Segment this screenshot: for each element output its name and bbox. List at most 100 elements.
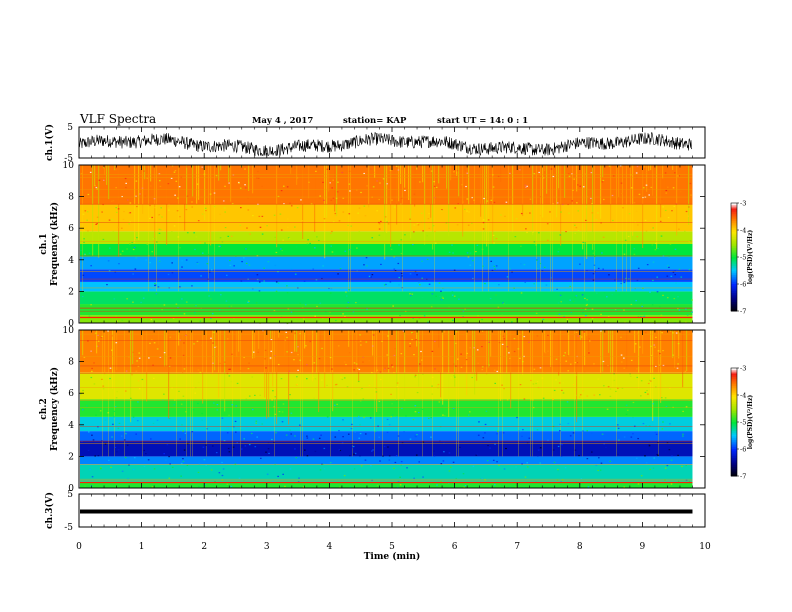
ch1-streak [610,165,612,223]
ch2-streak [168,330,170,419]
ch1-streak [630,165,631,292]
ch1-speckle [191,201,193,203]
ch1-speckle [201,213,204,215]
ch2-speckle [640,380,643,382]
ch1-speckle [319,302,322,304]
ch1-speckle [678,268,681,270]
ch1-speckle [471,222,473,224]
ch1-speckle [678,228,680,230]
ch1-speckle [520,212,523,215]
ch1-speckle [490,260,493,262]
ch1-colorbar-cell [731,248,737,251]
ch2-colorbar-cell [731,389,737,392]
ch1-streak [550,165,551,292]
ch2-streak [358,330,360,382]
ch1-speckle [370,276,372,278]
ch1-speckle [433,185,436,187]
ch2-speckle [99,410,102,412]
ch2-colorbar-cell [731,445,737,448]
ch1-speckle [397,169,400,171]
ch1-speckle [445,222,448,224]
ch2-speckle [182,395,185,397]
ch2-speckle [182,430,184,432]
ch1-speckle [673,172,676,174]
ch1-speckle [181,266,183,268]
ch1-speckle [332,197,335,199]
ch2-speckle [575,374,578,376]
ch1-speckle [207,253,210,256]
ch1-speckle [128,251,131,253]
ch2-speckle [286,336,288,339]
ch1-speckle [595,292,598,294]
ch1-speckle [680,276,683,278]
ch1-speckle [505,201,508,203]
ch1-speckle [355,301,357,304]
ch2-speckle [116,391,119,393]
ch2-speckle [173,399,176,401]
ch2-speckle [203,459,206,461]
ch2-speckle [613,379,616,382]
ch2-speckle [625,413,628,415]
ch2-speckle [598,394,601,396]
ch2-ytick-label: 0 [68,484,74,494]
ch1-speckle [261,185,263,187]
ch1-speckle [233,265,235,267]
ch1-speckle [416,274,418,276]
ch1-speckle [422,230,424,232]
ch2-speckle [579,394,582,396]
ch1-speckle [315,279,318,281]
ch2-speckle [415,339,417,341]
ch2-speckle [505,447,507,450]
ch1-speckle [341,171,344,174]
ch2-speckle [515,466,517,468]
ch1-streak [398,165,400,202]
ch1-colorbar-cell [731,275,737,278]
ch2-speckle [360,389,362,391]
ch1-speckle [602,179,605,182]
ch2-speckle [197,402,199,405]
ch1-speckle [400,197,403,199]
ch1-speckle [477,315,479,317]
ch1-colorbar-cell [731,215,737,218]
ch2-speckle [414,435,417,437]
ch2-streak [240,330,241,457]
ch1-speckle [123,210,125,213]
ch1-speckle [146,177,149,179]
ch2-speckle [180,475,182,477]
ch1-speckle [577,320,580,322]
ch2-speckle [637,483,640,485]
ch1-colorbar-cell [731,298,737,301]
ch1-speckle [556,288,558,290]
ch1-speckle [267,261,270,263]
ch2-speckle [431,385,433,387]
ch2-speckle [519,357,521,359]
ch2-speckle [442,414,444,416]
ch2-streak [530,330,531,457]
ch2-speckle [240,448,243,450]
ch1-speckle [124,177,127,180]
ch1-streak [436,165,438,167]
ch1-speckle [644,171,647,174]
ch1-speckle [441,296,444,298]
ch1-band [80,256,693,270]
ch2-speckle [626,409,629,411]
ch1-speckle [688,269,691,271]
ch1-colorbar-label: log(PSD)(V²/Hz) [747,230,754,285]
ch2-speckle [386,418,389,421]
ch2-speckle [230,381,233,383]
ch1-streak [220,165,222,171]
ch2-colorbar-cell [731,386,737,389]
ch1-speckle [666,297,669,299]
ch2-speckle [381,340,383,342]
ch2-speckle [536,455,539,457]
ch2-speckle [126,444,129,446]
ch2-speckle [120,435,123,437]
ch1-streak [450,165,452,181]
ch2-speckle [168,365,171,367]
ch2-streak [444,330,446,333]
ch2-streak [486,330,488,375]
ch2-speckle [547,439,549,441]
ch1-speckle [218,309,221,311]
ch2-speckle [396,385,399,388]
